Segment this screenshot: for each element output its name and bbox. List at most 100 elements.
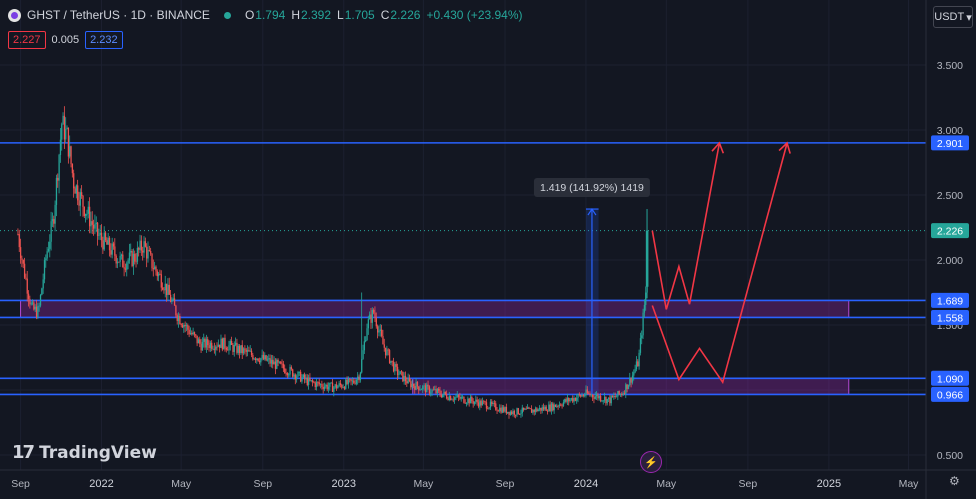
candle-body	[147, 249, 149, 259]
candle-body	[184, 324, 186, 327]
candle-body	[232, 344, 234, 352]
candle-body	[284, 368, 286, 373]
candle-body	[288, 374, 290, 376]
candle-body	[130, 250, 132, 253]
candle-body	[236, 342, 238, 353]
candle-body	[439, 390, 441, 395]
candle-body	[595, 394, 598, 397]
candle-body	[187, 325, 189, 330]
candle-body	[99, 232, 101, 236]
candle-body	[297, 372, 299, 377]
candle-body	[418, 386, 420, 391]
sell-price-button[interactable]: 2.227	[8, 31, 46, 49]
candle-body	[192, 332, 194, 335]
currency-dropdown[interactable]: USDT ▾	[933, 6, 973, 28]
projection-path	[651, 142, 721, 310]
measure-label-bg	[533, 178, 650, 198]
candle-body	[500, 407, 502, 413]
candle-body	[402, 371, 404, 382]
candle-body	[448, 396, 450, 401]
projection-path	[651, 142, 788, 385]
candle-body	[623, 393, 626, 395]
candle-body	[171, 300, 173, 302]
candle-body	[384, 347, 387, 356]
candle-body	[139, 240, 141, 250]
candle-body	[362, 350, 364, 360]
candle-body	[177, 315, 180, 321]
candle-body	[613, 396, 615, 398]
candle-body	[592, 394, 594, 398]
candle-body	[570, 398, 573, 400]
candle-body	[508, 411, 510, 415]
candle-body	[609, 397, 611, 404]
price-label: 1.558	[937, 312, 963, 324]
candle-body	[270, 359, 273, 364]
candle-body	[590, 394, 592, 396]
candle-body	[281, 363, 283, 365]
candle-body	[621, 393, 623, 395]
candle-body	[38, 305, 40, 307]
candle-body	[414, 386, 416, 390]
candle-body	[224, 337, 226, 348]
candle-body	[465, 403, 468, 404]
candle-body	[325, 384, 327, 387]
candle-body	[150, 250, 152, 254]
candle-body	[645, 292, 647, 305]
candle-body	[69, 146, 71, 157]
candle-body	[481, 401, 484, 406]
candle-body	[234, 342, 237, 345]
price-label-bg	[931, 309, 969, 325]
candle-body	[339, 383, 342, 385]
buy-price-button[interactable]: 2.232	[85, 31, 123, 49]
candle-body	[307, 377, 310, 385]
candle-body	[617, 391, 619, 397]
candle-body	[310, 380, 312, 381]
candle-body	[597, 394, 599, 399]
events-flash-icon[interactable]: ⚡	[640, 451, 662, 473]
time-tick-label: Sep	[253, 478, 272, 490]
candle-body	[350, 379, 352, 382]
brand-name: TradingView	[39, 442, 157, 463]
candle-body	[349, 378, 351, 380]
candle-body	[374, 312, 376, 318]
candle-body	[313, 382, 315, 383]
candle-body	[605, 396, 607, 404]
candle-body	[503, 407, 505, 412]
candle-body	[450, 396, 452, 401]
candle-body	[175, 305, 177, 316]
candle-body	[330, 382, 332, 384]
candle-body	[426, 384, 428, 393]
candle-body	[257, 358, 259, 361]
candle-body	[88, 206, 91, 227]
candle-body	[96, 222, 99, 236]
settings-gear-icon[interactable]: ⚙	[949, 474, 960, 488]
candle-body	[201, 341, 204, 351]
candle-body	[204, 338, 206, 348]
candle-body	[467, 398, 469, 404]
candle-body	[455, 396, 457, 398]
candle-body	[31, 302, 34, 304]
candle-body	[491, 401, 493, 405]
candle-body	[334, 384, 336, 388]
candle-body	[329, 382, 331, 387]
candle-body	[266, 359, 269, 361]
candle-body	[392, 361, 395, 372]
candle-body	[315, 381, 318, 387]
candle-body	[256, 358, 258, 361]
candle-body	[411, 383, 413, 388]
candle-body	[53, 219, 55, 224]
time-tick-label: Sep	[11, 478, 30, 490]
candle-body	[70, 146, 72, 164]
candle-body	[533, 409, 535, 412]
candle-body	[39, 294, 42, 306]
candle-body	[233, 344, 235, 352]
candle-body	[391, 360, 393, 362]
candle-body	[61, 124, 63, 140]
candle-body	[237, 345, 239, 353]
symbol-title[interactable]: GHST / TetherUS · 1D · BINANCE	[27, 8, 210, 22]
candle-body	[27, 293, 30, 299]
candle-body	[525, 408, 527, 410]
candle-body	[183, 324, 185, 328]
